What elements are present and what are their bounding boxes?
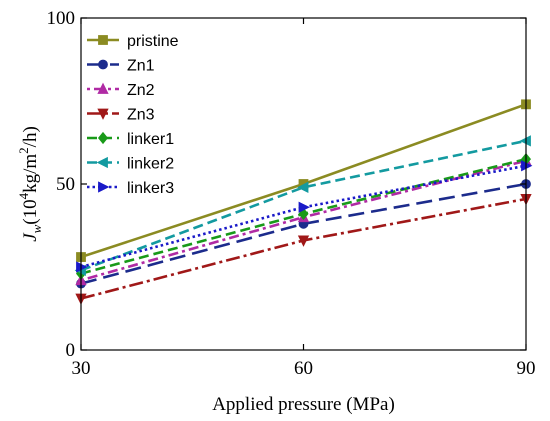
axis-ticks: 30 60 90 0 50 100: [47, 8, 536, 379]
y-tick-label: 0: [66, 340, 76, 361]
x-tick-label: 30: [72, 358, 91, 379]
legend-marker-Zn1: [98, 59, 108, 70]
x-tick-label: 90: [517, 358, 536, 379]
legend-marker-linker2: [96, 156, 108, 169]
series-line-linker2: [80, 139, 527, 272]
legend-label-Zn3: Zn3: [127, 107, 155, 124]
legend-marker-Zn2: [97, 82, 109, 94]
legend-label-pristine: pristine: [127, 33, 179, 50]
y-tick-label: 50: [56, 174, 75, 195]
y-tick-label: 100: [47, 8, 76, 29]
series-line-linker3: [80, 164, 527, 269]
legend-marker-pristine: [98, 35, 108, 45]
legend-marker-linker3: [98, 181, 110, 193]
legend-label-Zn1: Zn1: [127, 58, 155, 75]
data-point-Zn3: [297, 235, 310, 247]
legend-label-Zn2: Zn2: [127, 82, 155, 99]
data-point-linker3: [298, 201, 310, 213]
legend-label-linker3: linker3: [127, 180, 174, 197]
legend-marker-linker1: [97, 131, 109, 145]
legend-marker-Zn3: [97, 108, 109, 120]
x-tick-label: 60: [294, 358, 313, 379]
data-point-linker2: [297, 181, 309, 193]
legend: pristine Zn1 Zn2 Zn3 linker1 linker2 linker3: [87, 33, 179, 197]
x-axis-label: Applied pressure (MPa): [212, 394, 395, 415]
y-axis-label: Jw(104kg/m2/h): [16, 126, 44, 242]
legend-label-linker1: linker1: [127, 131, 174, 148]
legend-label-linker2: linker2: [127, 156, 174, 173]
